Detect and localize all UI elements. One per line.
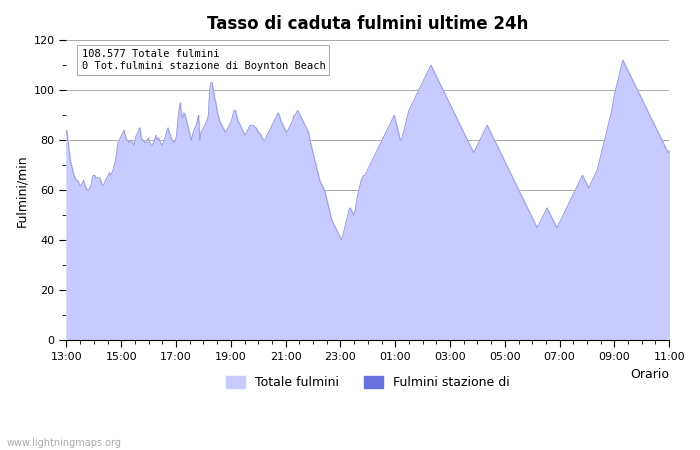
Text: www.lightningmaps.org: www.lightningmaps.org: [7, 438, 122, 448]
Title: Tasso di caduta fulmini ultime 24h: Tasso di caduta fulmini ultime 24h: [207, 15, 528, 33]
Y-axis label: Fulmini/min: Fulmini/min: [15, 154, 28, 227]
Text: 108.577 Totale fulmini
0 Tot.fulmini stazione di Boynton Beach: 108.577 Totale fulmini 0 Tot.fulmini sta…: [82, 49, 326, 71]
X-axis label: Orario: Orario: [630, 368, 669, 381]
Legend: Totale fulmini, Fulmini stazione di: Totale fulmini, Fulmini stazione di: [221, 371, 514, 394]
